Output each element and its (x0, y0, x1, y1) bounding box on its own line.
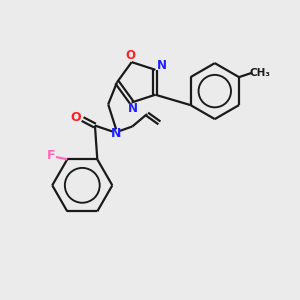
Text: N: N (128, 102, 138, 116)
Text: O: O (125, 49, 135, 62)
Text: F: F (46, 149, 55, 162)
Text: O: O (71, 111, 81, 124)
Text: CH₃: CH₃ (250, 68, 271, 78)
Text: N: N (111, 127, 121, 140)
Text: N: N (157, 59, 167, 72)
